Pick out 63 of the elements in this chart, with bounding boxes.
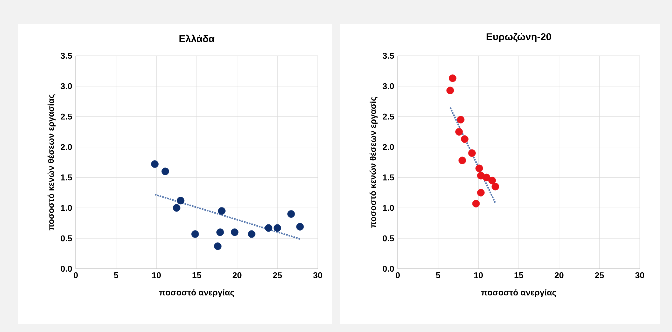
point — [274, 224, 282, 232]
point — [218, 207, 226, 215]
x-axis-title: ποσοστό ανεργίας — [160, 289, 234, 298]
x-tick-label: 0 — [396, 272, 400, 279]
x-tick-label: 5 — [436, 272, 440, 278]
point — [456, 128, 464, 136]
x-tick-label: 25 — [595, 272, 604, 279]
x-tick-label: 20 — [554, 272, 564, 279]
x-tick-label: 10 — [474, 272, 484, 279]
point — [162, 168, 170, 176]
point — [461, 136, 469, 144]
chart-title: Ευρωζώνη-20 — [486, 33, 552, 42]
point — [173, 204, 181, 212]
y-tick-label: 0.0 — [61, 266, 72, 272]
y-tick-label: 3.5 — [382, 53, 394, 60]
chart-title: Ελλάδα — [180, 34, 215, 42]
x-tick-label: 0 — [74, 272, 78, 279]
y-axis-title: ποσοστό κενών θέσεων εργασiς — [370, 97, 378, 228]
point — [216, 228, 224, 236]
point — [477, 189, 485, 197]
point — [488, 176, 496, 185]
y-tick-label: 0.5 — [61, 236, 72, 242]
y-tick-label: 3.0 — [60, 83, 72, 90]
point — [482, 174, 491, 182]
point — [151, 160, 159, 168]
point — [458, 156, 466, 164]
point — [449, 74, 457, 82]
y-axis-title: ποσοστό κενών θέσεων εργασίας — [48, 94, 56, 231]
y-tick-label: 3.0 — [382, 83, 394, 90]
y-tick-label: 1.0 — [61, 205, 72, 212]
point — [265, 224, 273, 232]
y-tick-label: 3.5 — [60, 53, 72, 60]
y-tick-label: 0.5 — [383, 236, 394, 242]
x-axis-title: ποσοστό ανεργίας — [482, 289, 556, 298]
y-tick-label: 0.0 — [383, 266, 394, 272]
point — [492, 183, 500, 191]
y-tick-label: 1.0 — [383, 205, 394, 212]
x-tick-label: 15 — [514, 272, 524, 278]
y-tick-label: 2.5 — [383, 114, 394, 120]
point — [288, 210, 296, 218]
y-tick-label: 2.0 — [383, 144, 394, 150]
x-tick-label: 5 — [114, 272, 118, 278]
x-tick-label: 20 — [232, 272, 242, 279]
point — [231, 228, 239, 236]
point — [296, 223, 304, 231]
y-tick-label: 2.0 — [61, 144, 72, 150]
point — [472, 200, 480, 208]
y-tick-label: 1.5 — [383, 174, 394, 181]
x-tick-label: 10 — [152, 272, 162, 279]
y-tick-label: 1.5 — [61, 174, 72, 181]
point — [248, 230, 256, 238]
point — [192, 230, 200, 238]
point — [446, 86, 454, 94]
point — [476, 164, 484, 172]
x-tick-label: 25 — [273, 272, 282, 279]
point — [214, 242, 222, 250]
y-tick-label: 2.5 — [61, 114, 72, 120]
point — [457, 116, 465, 124]
x-tick-label: 30 — [313, 272, 322, 279]
x-tick-label: 30 — [635, 272, 644, 279]
point — [468, 150, 476, 158]
point — [177, 197, 185, 205]
x-tick-label: 15 — [192, 272, 202, 278]
